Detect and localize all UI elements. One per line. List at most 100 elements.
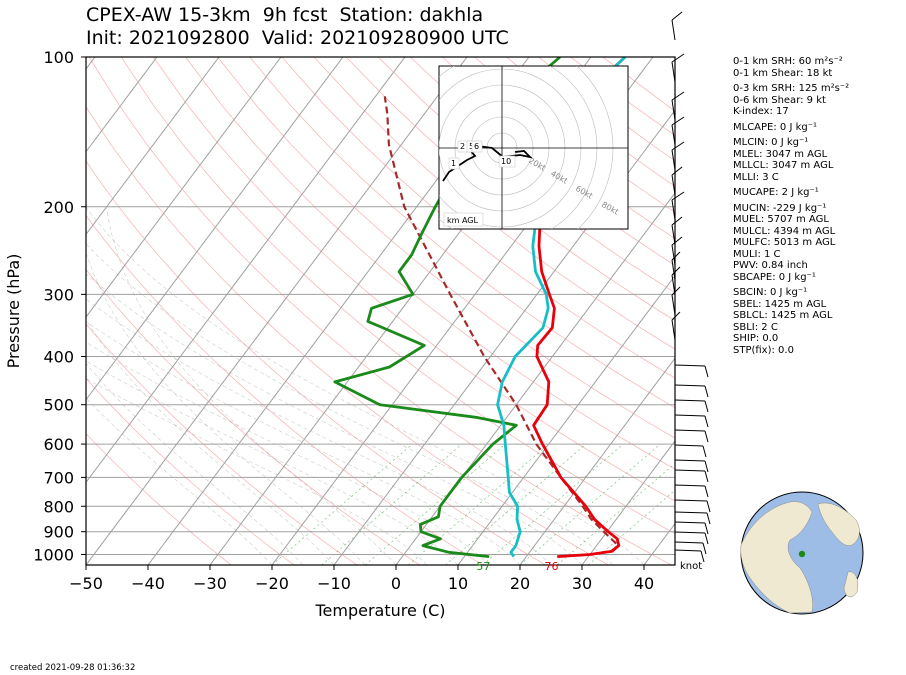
wind-barb bbox=[671, 116, 685, 126]
wind-barb bbox=[704, 400, 709, 413]
surface-label: 57 bbox=[476, 560, 490, 573]
wind-barb bbox=[704, 485, 709, 498]
wind-barb bbox=[671, 191, 685, 201]
wind-barb bbox=[671, 224, 676, 246]
wind-barb bbox=[671, 319, 676, 341]
y-tick-label: 400 bbox=[43, 348, 74, 367]
surface-label: 76 bbox=[545, 560, 559, 573]
wind-barb bbox=[671, 286, 681, 296]
mixing-ratio-line bbox=[587, 489, 675, 565]
stat-line: SBCIN: 0 J kg⁻¹ bbox=[733, 287, 808, 298]
wind-barb bbox=[671, 141, 685, 151]
y-tick-label: 500 bbox=[43, 396, 74, 415]
wind-barb bbox=[706, 500, 711, 513]
moist-adiabat bbox=[86, 251, 366, 565]
stat-line: SBLCL: 1425 m AGL bbox=[733, 310, 833, 321]
wind-barb bbox=[671, 251, 681, 261]
wind-barb bbox=[704, 430, 709, 443]
hodograph-height-box bbox=[471, 140, 483, 153]
mixing-ratio-line bbox=[321, 443, 463, 565]
dry-adiabat bbox=[152, 57, 675, 502]
wind-barb bbox=[674, 521, 706, 524]
mixing-ratio-line bbox=[271, 443, 413, 565]
wind-barb bbox=[674, 549, 702, 552]
isotherm bbox=[86, 57, 406, 484]
dry-adiabat bbox=[249, 57, 675, 409]
moist-adiabat bbox=[86, 360, 459, 565]
isotherm bbox=[86, 57, 468, 565]
dry-adiabat bbox=[410, 57, 675, 266]
wind-barb bbox=[674, 541, 704, 544]
stat-line: SBCAPE: 0 J kg⁻¹ bbox=[733, 271, 816, 283]
chart-title: CPEX-AW 15-3km 9h fcst Station: dakhla bbox=[86, 4, 484, 26]
moist-adiabat bbox=[86, 318, 335, 565]
wind-barb bbox=[671, 91, 685, 101]
y-tick-label: 900 bbox=[43, 523, 74, 542]
wind-barb bbox=[704, 385, 709, 398]
x-tick-label: −50 bbox=[69, 574, 103, 593]
stat-line: K-index: 17 bbox=[733, 106, 789, 117]
y-tick-label: 600 bbox=[43, 435, 74, 454]
wind-barb bbox=[700, 550, 705, 563]
mixing-ratio-line bbox=[482, 443, 624, 565]
stat-line: MUEL: 5707 m AGL bbox=[733, 214, 829, 225]
stat-line: MULFC: 5013 m AGL bbox=[733, 237, 836, 248]
stat-line: MUCAPE: 2 J kg⁻¹ bbox=[733, 187, 819, 198]
wind-barb bbox=[674, 469, 706, 472]
x-tick-label: 40 bbox=[634, 574, 654, 593]
hodograph-legend: km AGL bbox=[447, 216, 479, 225]
x-tick-label: 10 bbox=[448, 574, 468, 593]
stat-line: MLLCL: 3047 m AGL bbox=[733, 160, 834, 171]
hodograph-height-box bbox=[498, 155, 516, 168]
wind-barb bbox=[671, 274, 676, 296]
stat-line: STP(fix): 0.0 bbox=[733, 344, 794, 356]
hodograph-legend-box bbox=[443, 212, 484, 227]
wind-barb bbox=[674, 364, 706, 367]
dry-adiabat bbox=[86, 106, 609, 565]
wind-barb bbox=[704, 522, 709, 535]
wind-barb bbox=[674, 499, 708, 502]
hodograph-height-label: 2 bbox=[460, 142, 465, 151]
dry-adiabat bbox=[377, 57, 675, 294]
wind-barb bbox=[704, 365, 709, 378]
wind-barb bbox=[674, 384, 706, 387]
wind-barb bbox=[671, 311, 681, 321]
wind-barb bbox=[671, 244, 676, 266]
y-tick-label: 1000 bbox=[33, 545, 74, 564]
stat-line: SHIP: 0.0 bbox=[733, 333, 779, 344]
x-tick-label: 20 bbox=[510, 574, 530, 593]
y-tick-label: 800 bbox=[43, 497, 74, 516]
stats-panel: 0-1 km SRH: 60 m²s⁻² 0-1 km Shear: 18 kt 0… bbox=[733, 56, 849, 356]
globe-land bbox=[843, 571, 859, 598]
dry-adiabat bbox=[86, 323, 358, 565]
wind-barb bbox=[671, 199, 676, 221]
globe-land bbox=[817, 502, 860, 546]
isotherm bbox=[519, 357, 675, 565]
hodograph-height-label: 10 bbox=[501, 157, 511, 166]
wind-barb bbox=[671, 266, 681, 276]
x-tick-label: −10 bbox=[317, 574, 351, 593]
wind-barb bbox=[671, 11, 683, 21]
hodograph-height-label: 1 bbox=[451, 159, 456, 168]
wind-barb bbox=[704, 415, 709, 428]
wind-barb bbox=[671, 166, 683, 176]
moist-adiabat bbox=[86, 321, 521, 565]
mixing-ratio-line bbox=[364, 443, 506, 565]
hodograph-height-box bbox=[448, 157, 460, 170]
stat-line: 0-1 km SRH: 60 m²s⁻² bbox=[733, 56, 843, 67]
stat-line: SBEL: 1425 m AGL bbox=[733, 298, 827, 310]
stat-line: MLCIN: 0 J kg⁻¹ bbox=[733, 137, 809, 148]
chart-subtitle: Init: 2021092800 Valid: 202109280900 UTC bbox=[86, 27, 509, 49]
wind-barb bbox=[671, 99, 676, 121]
wind-unit-label: knot bbox=[680, 561, 702, 572]
dry-adiabat bbox=[86, 377, 295, 565]
wind-barb bbox=[704, 532, 709, 545]
stat-line: MLCAPE: 0 J kg⁻¹ bbox=[733, 121, 818, 133]
wind-barb bbox=[704, 470, 709, 483]
moist-adiabat bbox=[86, 397, 273, 565]
dry-adiabat bbox=[86, 160, 546, 565]
mixing-ratio-line bbox=[445, 443, 587, 565]
wind-barb bbox=[674, 399, 706, 402]
x-tick-label: 0 bbox=[391, 574, 401, 593]
y-tick-label: 200 bbox=[43, 198, 74, 217]
